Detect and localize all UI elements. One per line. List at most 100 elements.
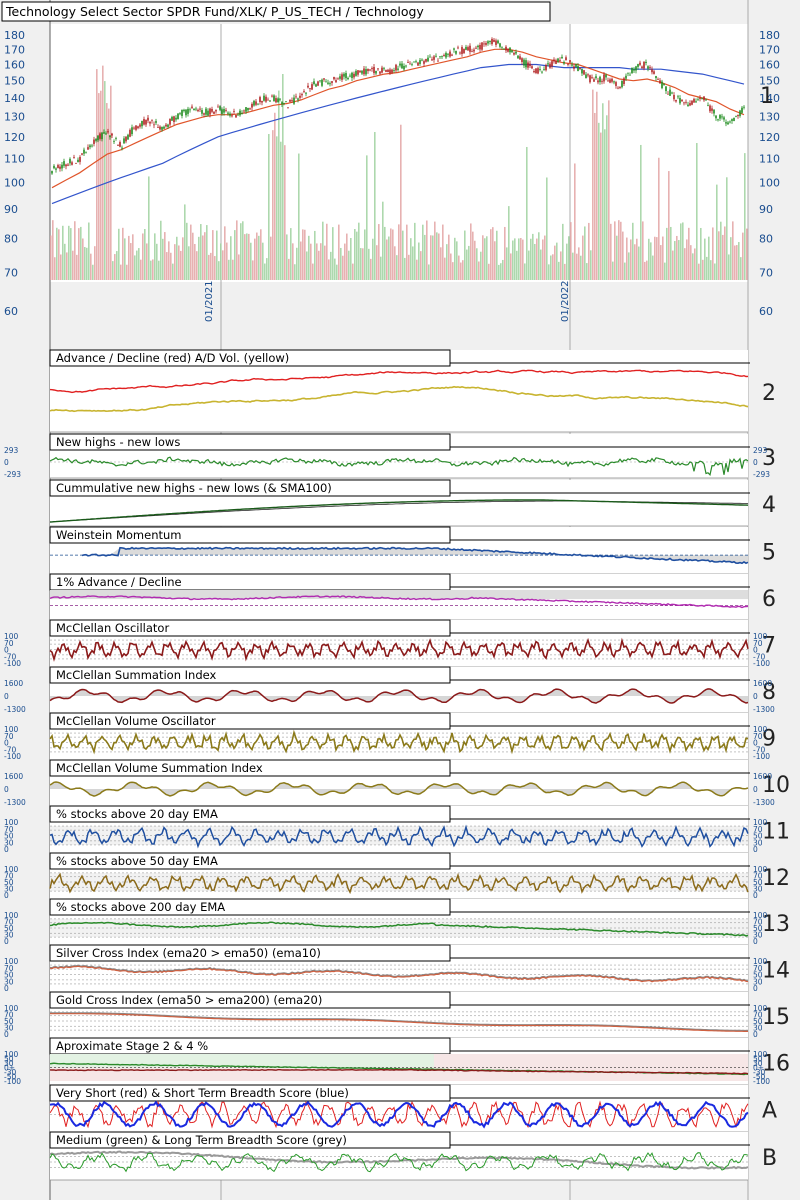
candle-body — [81, 153, 83, 155]
candle-body — [345, 73, 347, 79]
y-tick-label-left: 80 — [4, 233, 18, 246]
volume-bar — [548, 264, 550, 280]
volume-bar — [708, 236, 710, 280]
candle-body — [133, 127, 135, 129]
volume-bar — [706, 256, 708, 280]
panel-tick-left: -293 — [4, 470, 21, 479]
volume-bar — [702, 259, 704, 280]
panel-tick-left: 50 — [4, 971, 14, 980]
candle-body — [637, 64, 639, 67]
panel-tick-right: 0 — [753, 646, 758, 655]
volume-bar — [564, 263, 566, 280]
volume-bar — [486, 236, 488, 280]
panel-tick-left: 0 — [4, 845, 9, 854]
panel-title: McClellan Summation Index — [56, 668, 217, 682]
candle-body — [275, 98, 277, 103]
volume-bar — [358, 222, 360, 280]
panel-tick-right: 1600 — [753, 772, 772, 781]
volume-bar — [682, 222, 684, 280]
volume-bar — [718, 231, 720, 280]
volume-bar — [284, 145, 286, 280]
volume-bar — [746, 228, 748, 280]
panel-tick-left: 50 — [4, 1017, 14, 1026]
panel-tick-left: 50 — [4, 878, 14, 887]
candle-body — [99, 133, 101, 139]
volume-bar — [64, 243, 66, 280]
indicator-panel-13: % stocks above 200 day EMA13100705030010… — [4, 898, 790, 946]
candle-body — [573, 66, 575, 69]
volume-bar — [690, 245, 692, 280]
volume-bar — [108, 108, 110, 281]
volume-bar — [324, 245, 326, 280]
candle-body — [95, 138, 97, 141]
candle-body — [61, 164, 63, 169]
summation-line — [49, 781, 749, 797]
panel-title: Advance / Decline (red) A/D Vol. (yellow… — [56, 351, 289, 365]
y-tick-label-right: 160 — [759, 58, 780, 71]
candle-body — [579, 68, 581, 70]
volume-bar — [650, 242, 652, 280]
panel-tick-right: -70 — [753, 745, 765, 754]
volume-bar — [660, 245, 662, 280]
candle-body — [735, 115, 737, 117]
volume-bar — [554, 245, 556, 280]
candle-body — [499, 43, 501, 47]
panel-title-box — [49, 898, 451, 916]
volume-bar — [512, 240, 514, 280]
volume-bar — [474, 240, 476, 280]
candle-body — [511, 50, 513, 53]
volume-bar — [624, 262, 626, 280]
volume-bar — [222, 250, 224, 280]
candle-body — [175, 117, 177, 120]
candle-body — [729, 121, 731, 123]
candle-body — [591, 77, 593, 79]
volume-bar — [720, 221, 722, 280]
volume-bar — [124, 238, 126, 280]
volume-bar — [200, 224, 202, 280]
candle-body — [283, 102, 285, 104]
volume-bar — [722, 234, 724, 280]
cross-index-ema-line — [50, 1013, 748, 1033]
volume-bar — [546, 177, 548, 280]
candle-body — [193, 108, 195, 111]
candle-body — [489, 40, 491, 42]
candle-body — [107, 131, 109, 133]
volume-bar — [290, 228, 292, 280]
candle-body — [671, 92, 673, 94]
indicator-panel-16: Aproximate Stage 2 & 4 %1610050300+-30-5… — [4, 1037, 790, 1086]
candle-body — [699, 97, 701, 99]
candle-body — [199, 108, 201, 110]
panel-tick-right: 30 — [753, 977, 763, 986]
candle-body — [727, 122, 729, 125]
candle-body — [73, 157, 75, 158]
volume-bar — [384, 226, 386, 280]
candle-body — [265, 96, 267, 102]
candle-body — [689, 103, 691, 106]
panel-tick-left: 50 — [4, 924, 14, 933]
indicator-panel-15: Gold Cross Index (ema50 > ema200) (ema20… — [4, 991, 790, 1039]
candle-body — [679, 98, 681, 104]
volume-bar — [282, 73, 284, 280]
candle-body — [577, 66, 579, 72]
volume-bar — [136, 250, 138, 280]
panel-title: Weinstein Momentum — [56, 528, 182, 542]
panel-title-box — [49, 433, 451, 451]
indicator-panel-14: Silver Cross Index (ema20 > ema50) (ema1… — [4, 944, 790, 993]
candle-body — [297, 98, 299, 100]
candle-body — [177, 113, 179, 120]
volume-bar — [640, 144, 642, 280]
candle-body — [415, 61, 417, 63]
panel-number-label: 3 — [762, 446, 776, 471]
volume-bar — [272, 130, 274, 280]
candle-body — [97, 135, 99, 141]
volume-bar — [286, 234, 288, 280]
panel-tick-left: 50 — [4, 1055, 14, 1064]
panel-tick-left: -100 — [4, 659, 21, 668]
volume-bar — [628, 252, 630, 280]
candle-body — [405, 65, 407, 67]
candle-body — [257, 103, 259, 105]
volume-bar — [372, 238, 374, 280]
panel-tick-left: 0+ — [4, 1064, 15, 1073]
candle-body — [583, 70, 585, 75]
volume-bar — [688, 227, 690, 280]
